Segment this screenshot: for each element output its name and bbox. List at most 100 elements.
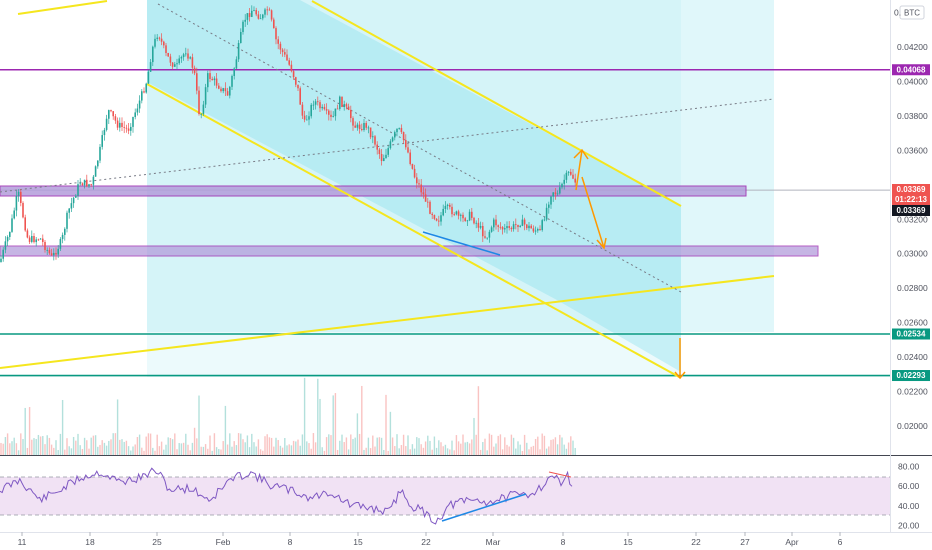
volume-bar (171, 439, 174, 455)
candle-body (143, 91, 145, 93)
volume-bar (495, 443, 497, 455)
volume-bar (48, 437, 51, 455)
candle-body (119, 122, 121, 128)
volume-bar (88, 448, 90, 455)
volume-bar (330, 435, 332, 455)
rsi-tick-label: 60.00 (898, 481, 920, 491)
volume-bar (209, 435, 211, 455)
volume-bar (66, 438, 68, 455)
candle-body (462, 214, 464, 219)
volume-bar (121, 439, 123, 455)
price-axis[interactable]: 0.04200 0.04000 0.03800 0.03600 0.03200 0.030… (897, 42, 928, 431)
volume-bar (6, 433, 9, 455)
volume-bar (141, 447, 143, 455)
volume-bar (59, 433, 62, 455)
candle-body (270, 10, 273, 20)
candle-body (4, 241, 7, 250)
candle-body (486, 237, 488, 239)
volume-bar (548, 446, 550, 455)
candle-body (141, 91, 143, 101)
volume-bar (570, 436, 572, 455)
candle-body (528, 225, 530, 229)
candle-body (389, 141, 392, 149)
volume-bar (97, 446, 99, 455)
volume-bar (149, 433, 152, 455)
support-zone (0, 245, 819, 257)
candle-body (171, 62, 174, 67)
volume-bar (532, 445, 535, 455)
volume-bar (22, 439, 24, 455)
volume-bar (541, 433, 543, 455)
volume-bar (442, 446, 444, 455)
volume-bar (556, 444, 559, 455)
candle-body (215, 78, 218, 86)
volume-bar (565, 448, 568, 455)
volume-bar (418, 438, 420, 455)
candle-body (530, 225, 532, 229)
candle-body (103, 129, 106, 136)
candle-body (358, 124, 361, 129)
candle-body (565, 172, 568, 180)
candle-body (185, 53, 187, 55)
candle-body (352, 118, 354, 126)
candle-body (255, 10, 257, 15)
candle-body (281, 49, 284, 53)
candle-body (554, 192, 557, 195)
volume-bar (264, 436, 266, 455)
candle-body (369, 127, 372, 138)
volume-bar (416, 437, 418, 455)
candle-body (209, 73, 211, 79)
volume-bar (224, 405, 227, 455)
time-axis[interactable]: 11 18 25 Feb 8 15 22 Mar 8 15 22 27 Apr 6 (18, 532, 843, 547)
price-badge (892, 370, 930, 382)
candle-body (504, 228, 506, 230)
currency-text: BTC (904, 9, 920, 18)
forecast-zone-main (147, 0, 681, 332)
volume-bar (334, 393, 337, 455)
volume-bar (427, 435, 429, 455)
rsi-axis[interactable]: 80.00 60.00 40.00 20.00 (898, 462, 920, 531)
volume-bar (473, 417, 475, 455)
volume-bar (31, 439, 33, 455)
volume-bar (528, 449, 530, 455)
candle-body (420, 184, 422, 193)
volume-bar (277, 440, 279, 455)
candle-body (372, 136, 374, 138)
candle-body (365, 123, 367, 128)
volume-bar (396, 434, 398, 455)
volume-bar (295, 441, 297, 455)
volume-bar (218, 449, 220, 455)
candle-body (226, 91, 229, 96)
y-tick-label: 0.04200 (897, 42, 928, 52)
volume-bar (143, 450, 145, 455)
candle-body (501, 227, 504, 230)
volume-bar (365, 447, 367, 455)
currency-label[interactable]: BTC 0. (894, 5, 925, 20)
candle-body (211, 78, 213, 81)
volume-bar (134, 444, 136, 455)
volume-bar (202, 446, 205, 455)
candle-body (101, 135, 103, 147)
volume-bar (204, 444, 207, 455)
volume-bar (345, 437, 348, 455)
volume-bar (94, 435, 97, 455)
candle-body (127, 128, 130, 131)
volume-bar (499, 434, 502, 455)
candle-body (438, 220, 440, 222)
volume-bar (325, 437, 328, 455)
volume-bar (343, 442, 345, 455)
volume-bar (207, 448, 209, 455)
volume-bar (191, 442, 194, 455)
volume-bar (99, 444, 101, 455)
y-tick-label: 0.02000 (897, 421, 928, 431)
volume-bar (455, 435, 458, 455)
volume-bar (312, 433, 315, 455)
volume-bar (402, 434, 405, 455)
candle-body (319, 102, 321, 109)
candle-body (383, 158, 385, 162)
candle-body (475, 222, 477, 224)
rsi-tick-label: 80.00 (898, 462, 920, 472)
trendline-top-left (17, 0, 108, 15)
